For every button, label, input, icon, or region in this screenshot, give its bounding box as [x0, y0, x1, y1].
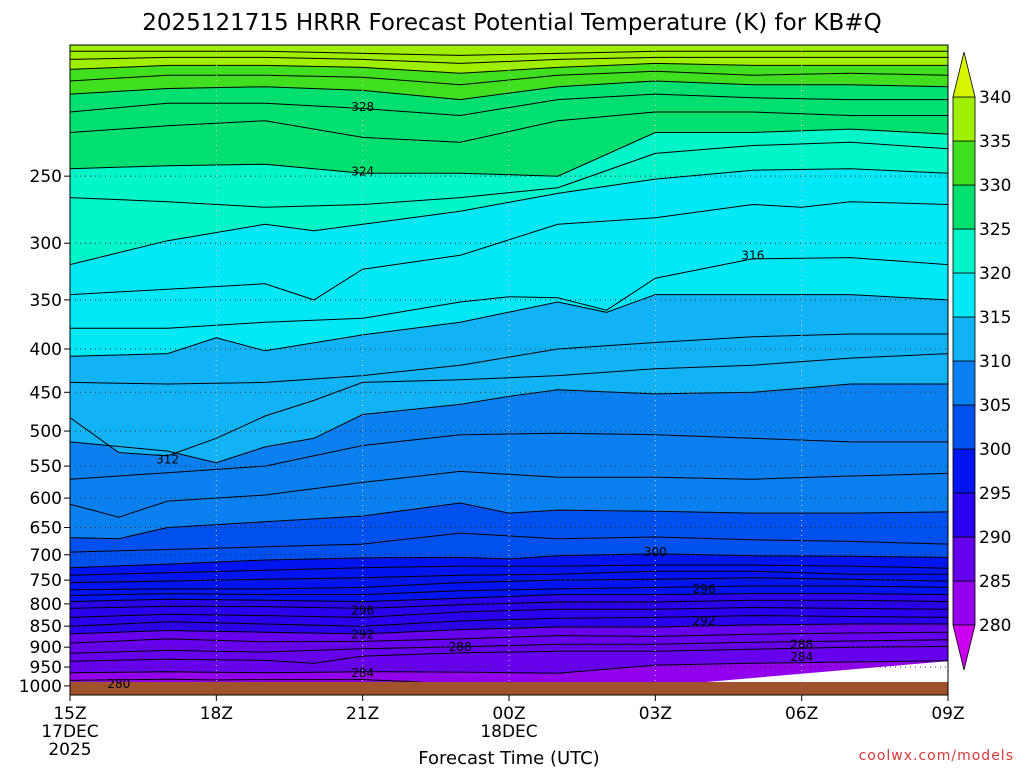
- isentrope-line: [70, 615, 948, 627]
- credit: coolwx.com/models: [859, 748, 1014, 764]
- ground: [70, 682, 948, 695]
- y-tick-label: 350: [30, 291, 62, 311]
- y-tick-label: 250: [30, 167, 62, 187]
- colorbar-swatch: [952, 404, 976, 450]
- contour-label: 312: [156, 452, 179, 466]
- colorbar-label: 310: [979, 352, 1011, 372]
- colorbar-label: 325: [979, 220, 1011, 240]
- contour-label: 284: [351, 666, 374, 680]
- colorbar-swatch: [952, 316, 976, 362]
- x-tick-label: 00Z: [492, 704, 525, 724]
- isentrope-line: [70, 502, 948, 540]
- grid: [70, 45, 948, 695]
- colorbar-label: 330: [979, 176, 1011, 196]
- colorbar-swatch: [952, 536, 976, 582]
- isentrope-line: [70, 93, 948, 117]
- colorbar-label: 290: [979, 528, 1011, 548]
- y-tick-label: 950: [30, 658, 62, 678]
- x-tick-label: 15Z: [53, 704, 86, 724]
- contour-label: 292: [693, 614, 716, 628]
- y-tick-label: 700: [30, 546, 62, 566]
- colorbar-swatch: [952, 140, 976, 186]
- colorbar-label: 340: [979, 88, 1011, 108]
- contour-label: 288: [790, 637, 813, 651]
- colorbar-swatch: [952, 580, 976, 626]
- colorbar: 280 285 290 295 300 305 310 315 320 325 330 335 340: [952, 51, 1011, 671]
- colorbar-label: 295: [979, 484, 1011, 504]
- isentrope-line: [70, 470, 948, 518]
- isentrope-line: [70, 141, 948, 208]
- isentrope-line: [70, 111, 948, 143]
- isentrope-line: [70, 577, 948, 591]
- x-tick-label: 03Z: [639, 704, 672, 724]
- colorbar-swatch: [952, 184, 976, 230]
- colorbar-label: 335: [979, 132, 1011, 152]
- y-tick-label: 650: [30, 519, 62, 539]
- isentrope-line: [70, 56, 948, 64]
- isentrope-line: [70, 80, 948, 101]
- isentrope-line: [70, 623, 948, 635]
- contour-label: 296: [351, 604, 374, 618]
- x-tick-label: 2025: [48, 740, 91, 760]
- colorbar-swatch: [952, 360, 976, 406]
- x-tick-label: 06Z: [785, 704, 818, 724]
- contour-label: 316: [741, 248, 764, 262]
- y-tick-label: 600: [30, 489, 62, 509]
- colorbar-swatch: [952, 448, 976, 494]
- isentrope-line: [70, 383, 948, 464]
- x-tick-label: 09Z: [931, 704, 964, 724]
- colorbar-arrow-top: [952, 51, 976, 98]
- colorbar-label: 305: [979, 396, 1011, 416]
- isentrope-line: [70, 201, 948, 301]
- isentrope-line: [70, 353, 948, 457]
- chart-title: 2025121715 HRRR Forecast Potential Tempe…: [142, 10, 881, 36]
- y-tick-label: 900: [30, 638, 62, 658]
- colorbar-swatch: [952, 492, 976, 538]
- isentrope-line: [70, 553, 948, 569]
- contour-label: 280: [107, 677, 130, 691]
- contour-label: 288: [449, 640, 472, 654]
- x-tick-label: 21Z: [346, 704, 379, 724]
- y-tick-label: 850: [30, 617, 62, 637]
- isentrope-line: [70, 50, 948, 56]
- colorbar-swatch: [952, 228, 976, 274]
- y-tick-label: 450: [30, 383, 62, 403]
- x-tick-label: 18DEC: [480, 722, 537, 742]
- contour-label: 324: [351, 165, 374, 179]
- x-axis-label: Forecast Time (UTC): [418, 748, 599, 768]
- contour-label: 284: [790, 650, 813, 664]
- isentrope-line: [70, 593, 948, 603]
- theta-fills: [70, 45, 948, 695]
- y-tick-label: 400: [30, 340, 62, 360]
- colorbar-label: 315: [979, 308, 1011, 328]
- x-tick-label: 17DEC: [41, 722, 98, 742]
- contour-label: 300: [644, 545, 667, 559]
- y-tick-label: 550: [30, 457, 62, 477]
- colorbar-label: 285: [979, 572, 1011, 592]
- colorbar-label: 280: [979, 616, 1011, 636]
- colorbar-swatch: [952, 96, 976, 142]
- x-tick-label: 18Z: [200, 704, 233, 724]
- colorbar-arrow-bottom: [952, 624, 976, 671]
- y-tick-label: 800: [30, 595, 62, 615]
- colorbar-label: 300: [979, 440, 1011, 460]
- y-tick-label: 1000: [19, 677, 62, 697]
- contour-label: 292: [351, 628, 374, 642]
- y-tick-label: 500: [30, 422, 62, 442]
- contour-label: 296: [693, 582, 716, 596]
- y-tick-label: 300: [30, 234, 62, 254]
- isentrope-line: [70, 294, 948, 357]
- contour-label: 328: [351, 100, 374, 114]
- y-axis: 2503003504004505005506006507007508008509…: [19, 167, 70, 697]
- isentrope-line: [70, 660, 948, 674]
- colorbar-label: 320: [979, 264, 1011, 284]
- colorbar-swatch: [952, 272, 976, 318]
- isentrope-line: [70, 645, 948, 664]
- isentrope-line: [70, 168, 948, 266]
- isentrope-line: [70, 257, 948, 329]
- y-tick-label: 750: [30, 571, 62, 591]
